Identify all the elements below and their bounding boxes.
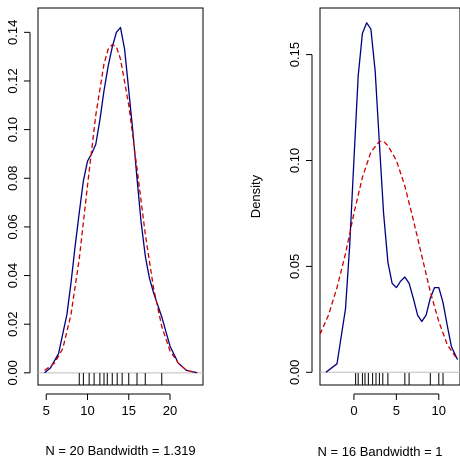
- y-tick-label: 0.10: [5, 117, 20, 142]
- y-tick-label: 0.15: [287, 42, 302, 67]
- density-panel-left: 5 10 15 20 0.00 0.02 0.04 0.06 0.08 0.10 0.12 0.14 N…: [5, 7, 204, 458]
- x-tick-label: 0: [350, 403, 357, 418]
- y-tick-label: 0.05: [287, 254, 302, 279]
- x-tick-label: 10: [80, 403, 94, 418]
- plot-frame: [37, 7, 204, 386]
- y-tick-label: 0.00: [5, 360, 20, 385]
- y-axis-title: Density: [248, 174, 263, 218]
- y-tick-label: 0.04: [5, 263, 20, 288]
- x-tick-label: 15: [122, 403, 136, 418]
- y-tick-label: 0.02: [5, 312, 20, 337]
- y-tick-label: 0.08: [5, 166, 20, 191]
- density-panel-right: 0 5 10 0.00 0.05 0.10 0.15 N = 16 Bandwidth = 1…: [248, 7, 460, 459]
- y-tick-label: 0.12: [5, 68, 20, 93]
- kernel-density-curve: [44, 26, 198, 374]
- y-tick-label: 0.06: [5, 214, 20, 239]
- x-tick-label: 20: [163, 403, 177, 418]
- y-tick-label: 0.14: [5, 20, 20, 45]
- y-tick-label: 0.10: [287, 148, 302, 173]
- x-tick-label: 5: [43, 403, 50, 418]
- y-tick-label: 0.00: [287, 360, 302, 385]
- normal-density-curve: [44, 43, 198, 374]
- x-tick-label: 10: [432, 403, 446, 418]
- x-axis-title: N = 16 Bandwidth = 1: [317, 444, 442, 459]
- kernel-density-curve: [325, 22, 459, 373]
- x-tick-label: 5: [393, 403, 400, 418]
- x-axis-title: N = 20 Bandwidth = 1.319: [45, 443, 195, 458]
- normal-density-curve: [320, 140, 459, 360]
- plot-frame: [319, 7, 460, 386]
